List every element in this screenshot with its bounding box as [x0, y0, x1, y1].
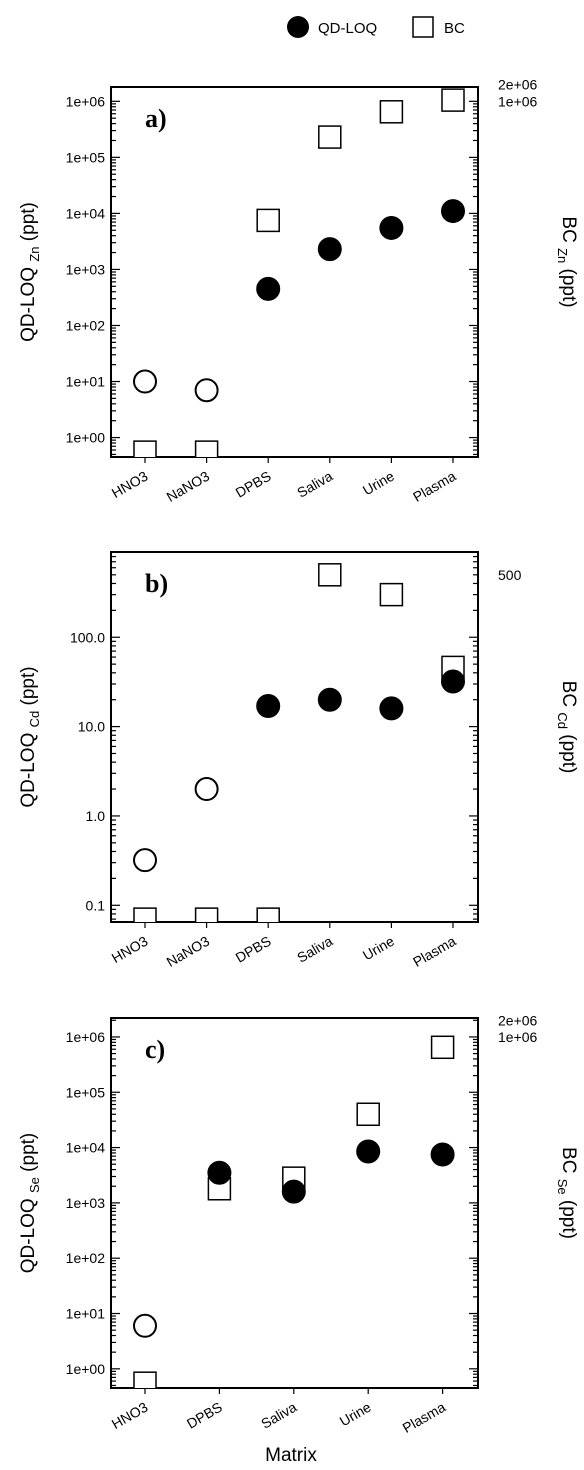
bc-square-hno3 — [133, 440, 157, 457]
bc-square-nano3 — [194, 440, 219, 457]
y-axis-title-left: QD-LOQ Cd (ppt) — [18, 666, 42, 807]
bc-square-dpbs — [256, 208, 280, 233]
x-tick-label: DPBS — [233, 468, 274, 501]
bc-square-saliva — [318, 563, 342, 587]
qd-loq-circle-dpbs — [256, 694, 281, 719]
panel-label: c) — [145, 1035, 165, 1064]
data-marks — [133, 88, 465, 457]
y-tick-label: 1e+06 — [66, 93, 106, 109]
legend-label-bc: BC — [444, 20, 465, 37]
x-tick-label: Saliva — [294, 933, 335, 966]
x-tick-label: Saliva — [294, 468, 335, 501]
bc-square-plasma — [441, 88, 465, 112]
qd-loq-circle-hno3 — [133, 1313, 157, 1338]
qd-loq-circle-saliva — [281, 1179, 306, 1204]
y-axis-title-right: BC Se (ppt) — [555, 1147, 579, 1239]
legend-marker-filled — [287, 16, 309, 38]
x-tick-label: DPBS — [184, 1399, 225, 1432]
y-tick-label: 10.0 — [78, 719, 105, 735]
bc-square-urine — [356, 1102, 380, 1127]
panel-a: 1e+00 1e+01 1e+02 1e+03 1e+04 1e+05 1e+06 1e+06… — [18, 76, 579, 505]
x-tick-label: HNO3 — [109, 468, 151, 501]
bc-square-hno3 — [133, 907, 157, 922]
x-tick-label: NaNO3 — [164, 468, 213, 505]
legend-marker-open — [412, 16, 434, 38]
qd-loq-circle-dpbs — [256, 276, 281, 301]
y2-tick-label: 2e+06 — [498, 1012, 538, 1028]
qd-loq-circle-plasma — [441, 669, 465, 694]
y-tick-label: 1e+02 — [66, 317, 106, 333]
panels: 1e+00 1e+01 1e+02 1e+03 1e+04 1e+05 1e+06 1e+06… — [18, 76, 579, 1436]
x-tick-label: DPBS — [233, 933, 274, 966]
bc-square-urine — [379, 582, 404, 607]
legend: QD-LOQ BC — [287, 16, 465, 38]
qd-loq-circle-saliva — [317, 237, 342, 262]
y-tick-label: 1e+00 — [66, 1361, 106, 1377]
bc-square-dpbs — [256, 907, 280, 922]
qd-loq-circle-hno3 — [133, 369, 157, 394]
y2-tick-label: 500 — [498, 567, 522, 583]
x-tick-label: HNO3 — [109, 933, 151, 966]
y-tick-label: 1e+01 — [66, 374, 106, 390]
legend-label-qd-loq: QD-LOQ — [318, 20, 377, 37]
panel-label: b) — [145, 569, 168, 598]
y-tick-label: 1e+05 — [66, 149, 106, 165]
y-axis-title-left: QD-LOQ Zn (ppt) — [18, 202, 42, 342]
qd-loq-circle-urine — [356, 1139, 381, 1164]
y-axis-title-left: QD-LOQ Se (ppt) — [18, 1133, 42, 1274]
y-axis-title-right: BC Zn (ppt) — [555, 216, 579, 307]
y2-tick-label: 1e+06 — [498, 93, 538, 109]
y-axis-title-right: BC Cd (ppt) — [555, 681, 579, 774]
panel-c: 1e+00 1e+01 1e+02 1e+03 1e+04 1e+05 1e+06 1e+06… — [18, 1012, 579, 1436]
data-marks — [133, 563, 465, 922]
y-tick-label: 1e+02 — [66, 1250, 106, 1266]
panel-b: 0.1 1.0 10.0 100.0 500 HNO3 NaNO3 DPBS Saliva Uri… — [18, 551, 579, 970]
bc-square-urine — [379, 100, 404, 124]
y2-tick-label: 1e+06 — [498, 1029, 538, 1045]
x-tick-label: Urine — [360, 468, 397, 499]
y-tick-label: 1e+03 — [66, 1195, 106, 1211]
qd-loq-circle-urine — [379, 696, 404, 721]
x-tick-label: HNO3 — [109, 1399, 151, 1432]
x-tick-label: Plasma — [410, 933, 459, 970]
x-tick-label: Plasma — [400, 1399, 449, 1436]
y-tick-label: 1e+03 — [66, 261, 106, 277]
data-marks — [133, 1035, 455, 1388]
y2-tick-label: 2e+06 — [498, 76, 538, 92]
qd-loq-circle-urine — [379, 215, 404, 240]
qd-loq-circle-nano3 — [194, 777, 219, 802]
plot-frame — [110, 86, 479, 458]
panel-label: a) — [145, 104, 167, 133]
y-tick-label: 1.0 — [86, 808, 106, 824]
x-axis-title: Matrix — [265, 1445, 317, 1466]
plot-frame — [110, 551, 479, 923]
x-tick-label: Urine — [360, 933, 397, 964]
qd-loq-circle-dpbs — [207, 1160, 232, 1185]
y-tick-label: 100.0 — [70, 629, 105, 645]
x-tick-label: Plasma — [410, 468, 459, 505]
x-tick-label: Urine — [337, 1399, 374, 1430]
y-tick-label: 1e+04 — [66, 1140, 106, 1156]
x-tick-label: NaNO3 — [164, 933, 213, 970]
bc-square-saliva — [318, 125, 342, 149]
qd-loq-circle-nano3 — [194, 378, 219, 403]
y-tick-label: 0.1 — [86, 897, 106, 913]
x-tick-label: Saliva — [258, 1399, 299, 1432]
qd-loq-circle-plasma — [430, 1142, 455, 1167]
bc-square-plasma — [430, 1035, 455, 1060]
bc-square-nano3 — [194, 907, 219, 922]
y-tick-label: 1e+06 — [66, 1029, 106, 1045]
bc-square-hno3 — [133, 1371, 157, 1388]
y-tick-label: 1e+05 — [66, 1084, 106, 1100]
qd-loq-circle-saliva — [317, 687, 342, 712]
y-tick-label: 1e+01 — [66, 1306, 106, 1322]
qd-loq-circle-plasma — [441, 199, 465, 224]
y-tick-label: 1e+04 — [66, 205, 106, 221]
y-tick-label: 1e+00 — [66, 430, 106, 446]
qd-loq-circle-hno3 — [133, 848, 157, 873]
